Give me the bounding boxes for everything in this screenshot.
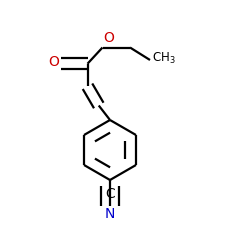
- Text: N: N: [105, 208, 115, 222]
- Text: CH$_3$: CH$_3$: [152, 51, 176, 66]
- Text: C: C: [105, 188, 115, 202]
- Text: O: O: [48, 56, 59, 70]
- Text: O: O: [104, 31, 115, 45]
